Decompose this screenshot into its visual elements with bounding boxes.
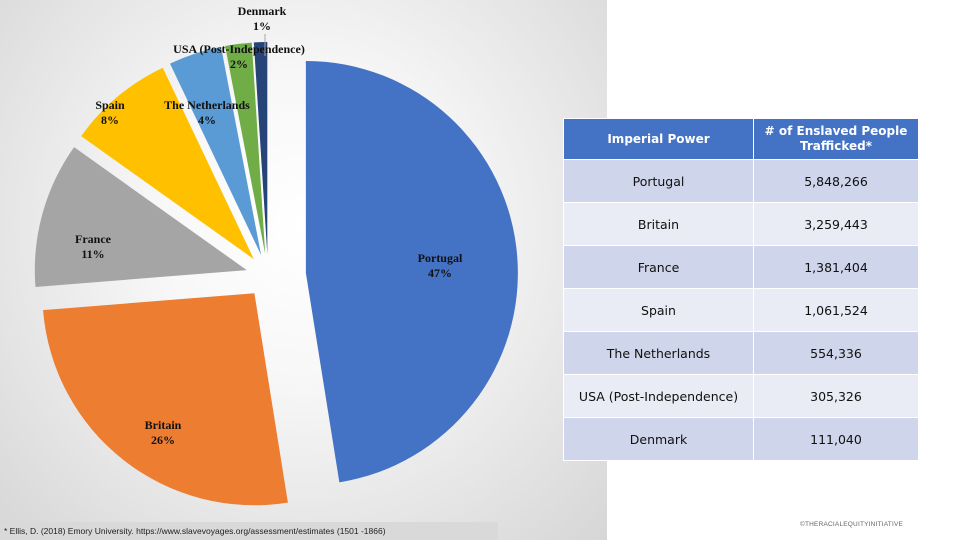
table-row: USA (Post-Independence) 305,326 <box>563 374 919 418</box>
cell-count: 1,381,404 <box>753 245 919 289</box>
pie-slice-the-netherlands <box>170 46 262 256</box>
slice-name-label: France <box>75 232 112 246</box>
data-label: USA (Post-Independence) 2% <box>173 42 305 71</box>
data-label: Portugal 47% <box>418 251 463 280</box>
slice-name-label: USA (Post-Independence) <box>173 42 305 56</box>
cell-count: 554,336 <box>753 331 919 375</box>
slice-percent-label: 8% <box>101 113 119 127</box>
table-row: Portugal 5,848,266 <box>563 159 919 203</box>
slice-percent-label: 4% <box>198 113 216 127</box>
pie-slice-usa-post-independence <box>225 42 266 255</box>
copyright-text: ©THERACIALEQUITYINITIATIVE <box>800 521 904 528</box>
slice-name-label: The Netherlands <box>164 98 250 112</box>
header-enslaved-count: # of Enslaved People Trafficked* <box>753 118 919 160</box>
pie-slice-denmark <box>253 42 268 255</box>
pie-slice-britain <box>43 293 288 506</box>
pie-slice-spain <box>81 67 254 260</box>
slice-percent-label: 2% <box>230 57 248 71</box>
cell-count: 1,061,524 <box>753 288 919 332</box>
slice-percent-label: 11% <box>81 247 104 261</box>
table-row: Britain 3,259,443 <box>563 202 919 246</box>
slice-name-label: Portugal <box>418 251 463 265</box>
cell-count: 111,040 <box>753 417 919 461</box>
table-row: The Netherlands 554,336 <box>563 331 919 375</box>
source-footnote: * Ellis, D. (2018) Emory University. htt… <box>0 522 498 540</box>
table-row: Spain 1,061,524 <box>563 288 919 332</box>
slice-percent-label: 26% <box>151 433 175 447</box>
pie-chart: Portugal 47% Britain 26% France 11% Spain 8% The… <box>34 4 518 506</box>
data-label: The Netherlands 4% <box>164 98 250 127</box>
cell-power: The Netherlands <box>563 331 754 375</box>
data-label: Spain 8% <box>95 98 125 127</box>
table-row: France 1,381,404 <box>563 245 919 289</box>
cell-count: 305,326 <box>753 374 919 418</box>
table-row: Denmark 111,040 <box>563 417 919 461</box>
pie-slice-portugal <box>305 60 518 483</box>
data-label: France 11% <box>75 232 112 261</box>
chart-panel: Portugal 47% Britain 26% France 11% Spain 8% The… <box>0 0 607 540</box>
cell-power: France <box>563 245 754 289</box>
slice-percent-label: 47% <box>428 266 452 280</box>
data-label: Britain 26% <box>145 418 182 447</box>
header-imperial-power: Imperial Power <box>563 118 754 160</box>
pie-slice-france <box>34 147 247 287</box>
cell-power: Britain <box>563 202 754 246</box>
trafficking-table: Imperial Power # of Enslaved People Traf… <box>563 118 919 461</box>
cell-count: 3,259,443 <box>753 202 919 246</box>
slice-name-label: Spain <box>95 98 125 112</box>
slice-name-label: Denmark <box>238 4 287 18</box>
cell-power: USA (Post-Independence) <box>563 374 754 418</box>
cell-power: Denmark <box>563 417 754 461</box>
cell-power: Spain <box>563 288 754 332</box>
data-label: Denmark 1% <box>238 4 287 33</box>
table-header-row: Imperial Power # of Enslaved People Traf… <box>563 118 919 160</box>
slice-percent-label: 1% <box>253 19 271 33</box>
cell-power: Portugal <box>563 159 754 203</box>
slice-name-label: Britain <box>145 418 182 432</box>
cell-count: 5,848,266 <box>753 159 919 203</box>
